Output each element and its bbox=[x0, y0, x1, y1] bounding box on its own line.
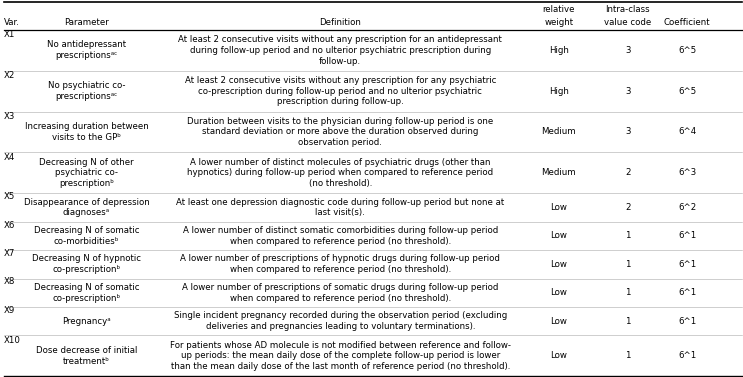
Text: 1: 1 bbox=[625, 317, 631, 326]
Text: Duration between visits to the physician during follow-up period is one
standard: Duration between visits to the physician… bbox=[187, 117, 493, 147]
Text: Intra-class: Intra-class bbox=[606, 5, 650, 14]
Text: Low: Low bbox=[551, 288, 567, 297]
Text: 1: 1 bbox=[625, 231, 631, 241]
Text: 2: 2 bbox=[625, 168, 631, 177]
Text: X9: X9 bbox=[4, 306, 15, 315]
Text: Decreasing N of somatic
co-morbiditiesᵇ: Decreasing N of somatic co-morbiditiesᵇ bbox=[34, 226, 139, 246]
Text: A lower number of prescriptions of hypnotic drugs during follow-up period
when c: A lower number of prescriptions of hypno… bbox=[181, 254, 500, 274]
Text: For patients whose AD molecule is not modified between reference and follow-
up : For patients whose AD molecule is not mo… bbox=[170, 340, 510, 371]
Text: Decreasing N of other
psychiatric co-
prescriptionᵇ: Decreasing N of other psychiatric co- pr… bbox=[39, 158, 134, 188]
Text: Low: Low bbox=[551, 317, 567, 326]
Text: 6^5: 6^5 bbox=[678, 46, 696, 55]
Text: Coefficient: Coefficient bbox=[664, 18, 710, 27]
Text: Medium: Medium bbox=[542, 168, 576, 177]
Text: High: High bbox=[549, 46, 568, 55]
Text: 3: 3 bbox=[625, 127, 631, 136]
Text: X6: X6 bbox=[4, 221, 15, 230]
Text: X7: X7 bbox=[4, 249, 15, 258]
Text: At least one depression diagnostic code during follow-up period but none at
last: At least one depression diagnostic code … bbox=[176, 198, 504, 217]
Text: 3: 3 bbox=[625, 46, 631, 55]
Text: At least 2 consecutive visits without any prescription for an antidepressant
dur: At least 2 consecutive visits without an… bbox=[178, 35, 502, 66]
Text: 1: 1 bbox=[625, 288, 631, 297]
Text: Increasing duration between
visits to the GPᵇ: Increasing duration between visits to th… bbox=[25, 122, 149, 142]
Text: A lower number of distinct somatic comorbidities during follow-up period
when co: A lower number of distinct somatic comor… bbox=[183, 226, 498, 246]
Text: 6^1: 6^1 bbox=[678, 317, 696, 326]
Text: 6^1: 6^1 bbox=[678, 260, 696, 269]
Text: X8: X8 bbox=[4, 277, 15, 287]
Text: X10: X10 bbox=[4, 336, 21, 345]
Text: X4: X4 bbox=[4, 153, 15, 162]
Text: value code: value code bbox=[604, 18, 652, 27]
Text: 6^3: 6^3 bbox=[678, 168, 696, 177]
Text: Low: Low bbox=[551, 203, 567, 212]
Text: Pregnancyᵃ: Pregnancyᵃ bbox=[62, 317, 111, 326]
Text: 1: 1 bbox=[625, 260, 631, 269]
Text: No antidepressant
prescriptionsᵃᶜ: No antidepressant prescriptionsᵃᶜ bbox=[47, 40, 126, 60]
Text: Low: Low bbox=[551, 351, 567, 360]
Text: 6^5: 6^5 bbox=[678, 87, 696, 96]
Text: Definition: Definition bbox=[319, 18, 361, 27]
Text: Parameter: Parameter bbox=[64, 18, 109, 27]
Text: 6^1: 6^1 bbox=[678, 288, 696, 297]
Text: X3: X3 bbox=[4, 112, 15, 121]
Text: Decreasing N of somatic
co-prescriptionᵇ: Decreasing N of somatic co-prescriptionᵇ bbox=[34, 283, 139, 303]
Text: 6^1: 6^1 bbox=[678, 351, 696, 360]
Text: Decreasing N of hypnotic
co-prescriptionᵇ: Decreasing N of hypnotic co-prescription… bbox=[32, 254, 141, 274]
Text: 2: 2 bbox=[625, 203, 631, 212]
Text: Disappearance of depression
diagnosesᵃ: Disappearance of depression diagnosesᵃ bbox=[24, 198, 149, 217]
Text: 6^1: 6^1 bbox=[678, 231, 696, 241]
Text: X5: X5 bbox=[4, 192, 15, 201]
Text: 3: 3 bbox=[625, 87, 631, 96]
Text: Low: Low bbox=[551, 260, 567, 269]
Text: Medium: Medium bbox=[542, 127, 576, 136]
Text: Single incident pregnancy recorded during the observation period (excluding
deli: Single incident pregnancy recorded durin… bbox=[174, 311, 507, 331]
Text: A lower number of prescriptions of somatic drugs during follow-up period
when co: A lower number of prescriptions of somat… bbox=[182, 283, 499, 303]
Text: Low: Low bbox=[551, 231, 567, 241]
Text: Var.: Var. bbox=[4, 18, 19, 27]
Text: X1: X1 bbox=[4, 31, 15, 39]
Text: No psychiatric co-
prescriptionsᵃᶜ: No psychiatric co- prescriptionsᵃᶜ bbox=[48, 81, 126, 101]
Text: X2: X2 bbox=[4, 71, 15, 80]
Text: weight: weight bbox=[544, 18, 574, 27]
Text: A lower number of distinct molecules of psychiatric drugs (other than
hypnotics): A lower number of distinct molecules of … bbox=[187, 158, 493, 188]
Text: relative: relative bbox=[542, 5, 575, 14]
Text: 6^2: 6^2 bbox=[678, 203, 696, 212]
Text: 6^4: 6^4 bbox=[678, 127, 696, 136]
Text: 1: 1 bbox=[625, 351, 631, 360]
Text: High: High bbox=[549, 87, 568, 96]
Text: Dose decrease of initial
treatmentᵇ: Dose decrease of initial treatmentᵇ bbox=[36, 346, 137, 366]
Text: At least 2 consecutive visits without any prescription for any psychiatric
co-pr: At least 2 consecutive visits without an… bbox=[184, 76, 496, 106]
